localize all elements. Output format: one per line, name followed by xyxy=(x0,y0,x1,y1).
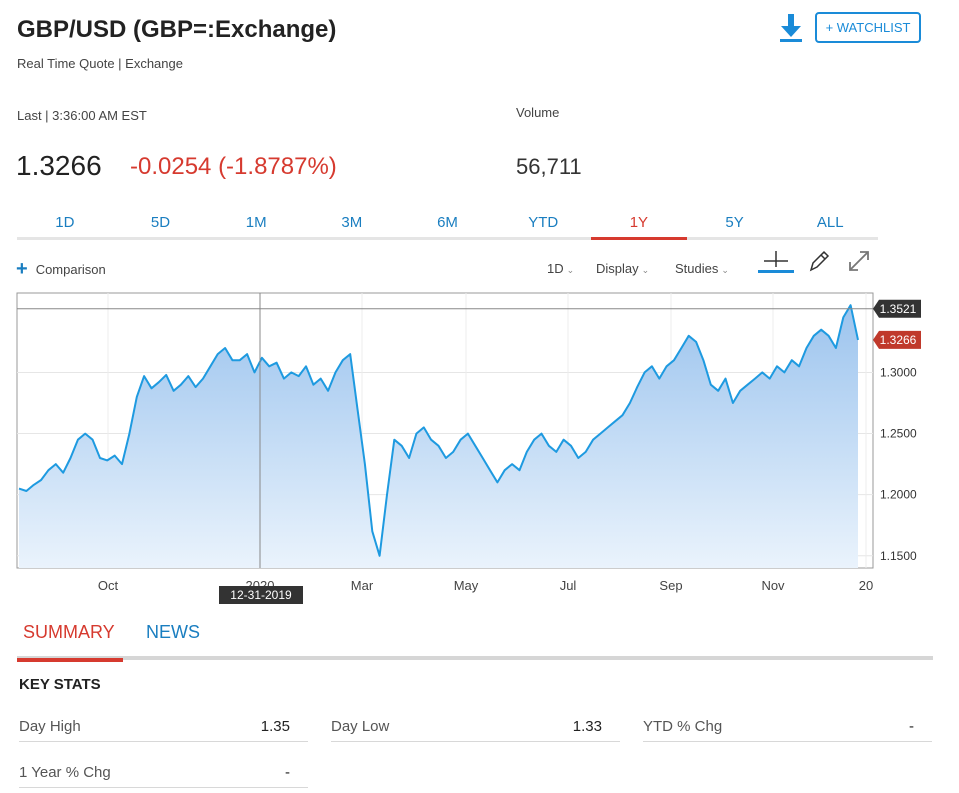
comparison-button[interactable]: + Comparison xyxy=(16,258,106,280)
draw-tool-button[interactable] xyxy=(805,248,831,279)
fullscreen-button[interactable] xyxy=(846,248,872,279)
x-tick-label: Oct xyxy=(98,578,119,593)
y-tick-label: 1.1500 xyxy=(880,549,917,563)
last-price-tag xyxy=(873,330,921,349)
last-price: 1.3266 xyxy=(16,150,102,181)
price-area xyxy=(19,305,858,568)
y-tick-label: 1.2000 xyxy=(880,488,917,502)
stat-value: - xyxy=(285,764,290,781)
crosshair-price-label: 1.3521 xyxy=(880,302,917,316)
crosshair-price-tag xyxy=(873,299,921,318)
tab-range-5y[interactable]: 5Y xyxy=(725,214,744,231)
interval-label: 1D xyxy=(547,261,564,276)
y-tick-label: 1.3000 xyxy=(880,365,917,379)
tab-range-6m[interactable]: 6M xyxy=(437,214,458,231)
add-to-watchlist-button[interactable]: + WATCHLIST xyxy=(815,12,921,43)
stat-1y-change: 1 Year % Chg - xyxy=(19,758,308,788)
stat-value: 1.33 xyxy=(572,718,602,735)
stat-value: 1.35 xyxy=(260,718,290,735)
price-chart[interactable]: 1.3000 1.2500 1.2000 1.1500 Oct 2020 Mar May Jul… xyxy=(0,285,959,605)
tab-range-1d[interactable]: 1D xyxy=(55,214,75,231)
tab-range-3m[interactable]: 3M xyxy=(341,214,363,231)
stat-ytd-change: YTD % Chg - xyxy=(643,712,932,742)
display-dropdown[interactable]: Display ⌄ xyxy=(596,261,649,276)
tab-range-1y[interactable]: 1Y xyxy=(591,208,687,240)
x-tick-label: Sep xyxy=(659,578,682,593)
page-title: GBP/USD (GBP=:Exchange) xyxy=(17,16,337,43)
last-trade-time: Last | 3:36:00 AM EST xyxy=(17,108,147,123)
comparison-label: Comparison xyxy=(35,261,106,277)
quote-source: Real Time Quote | Exchange xyxy=(17,56,183,71)
download-button[interactable] xyxy=(777,12,805,44)
chevron-down-icon: ⌄ xyxy=(641,265,650,275)
tab-range-ytd[interactable]: YTD xyxy=(528,214,559,231)
key-stats-heading: KEY STATS xyxy=(19,676,101,693)
stat-label: 1 Year % Chg xyxy=(19,764,111,781)
content-tabs: SUMMARY NEWS xyxy=(17,620,933,662)
tab-summary[interactable]: SUMMARY xyxy=(17,622,123,662)
price-change: -0.0254 (-1.8787%) xyxy=(130,153,337,180)
volume-value: 56,711 xyxy=(516,154,582,179)
stat-label: Day Low xyxy=(331,718,390,735)
tab-range-5d[interactable]: 5D xyxy=(150,214,171,231)
tab-news[interactable]: NEWS xyxy=(146,622,200,642)
volume-label: Volume xyxy=(516,105,560,120)
studies-label: Studies xyxy=(675,261,719,276)
plus-icon: + xyxy=(16,258,28,280)
x-tick-label: 20 xyxy=(859,578,873,593)
display-label: Display xyxy=(596,261,639,276)
download-icon xyxy=(780,14,802,42)
tab-range-all[interactable]: ALL xyxy=(816,214,844,231)
time-range-tabs: 1D 5D 1M 3M 6M YTD 1Y 5Y ALL xyxy=(17,208,878,240)
expand-icon xyxy=(849,251,869,271)
tab-range-1m[interactable]: 1M xyxy=(245,214,267,231)
chevron-down-icon: ⌄ xyxy=(566,265,575,275)
stat-day-low: Day Low 1.33 xyxy=(331,712,620,742)
chevron-down-icon: ⌄ xyxy=(721,265,729,275)
stat-value: - xyxy=(909,718,914,735)
x-tick-label: May xyxy=(454,578,479,593)
stat-day-high: Day High 1.35 xyxy=(19,712,308,742)
crosshair-tool-button[interactable] xyxy=(758,248,794,279)
studies-dropdown[interactable]: Studies ⌄ xyxy=(675,261,729,276)
last-price-label: 1.3266 xyxy=(880,333,917,347)
x-tick-label: Nov xyxy=(761,578,785,593)
stat-label: YTD % Chg xyxy=(643,718,723,735)
crosshair-date-tag xyxy=(219,586,303,604)
crosshair-icon xyxy=(758,251,794,273)
stat-label: Day High xyxy=(19,718,81,735)
x-tick-label: Mar xyxy=(351,578,374,593)
y-tick-label: 1.2500 xyxy=(880,427,917,441)
crosshair-date-label: 12-31-2019 xyxy=(230,588,292,602)
x-tick-label: Jul xyxy=(560,578,577,593)
interval-dropdown[interactable]: 1D ⌄ xyxy=(547,261,574,276)
pencil-icon xyxy=(809,250,830,272)
